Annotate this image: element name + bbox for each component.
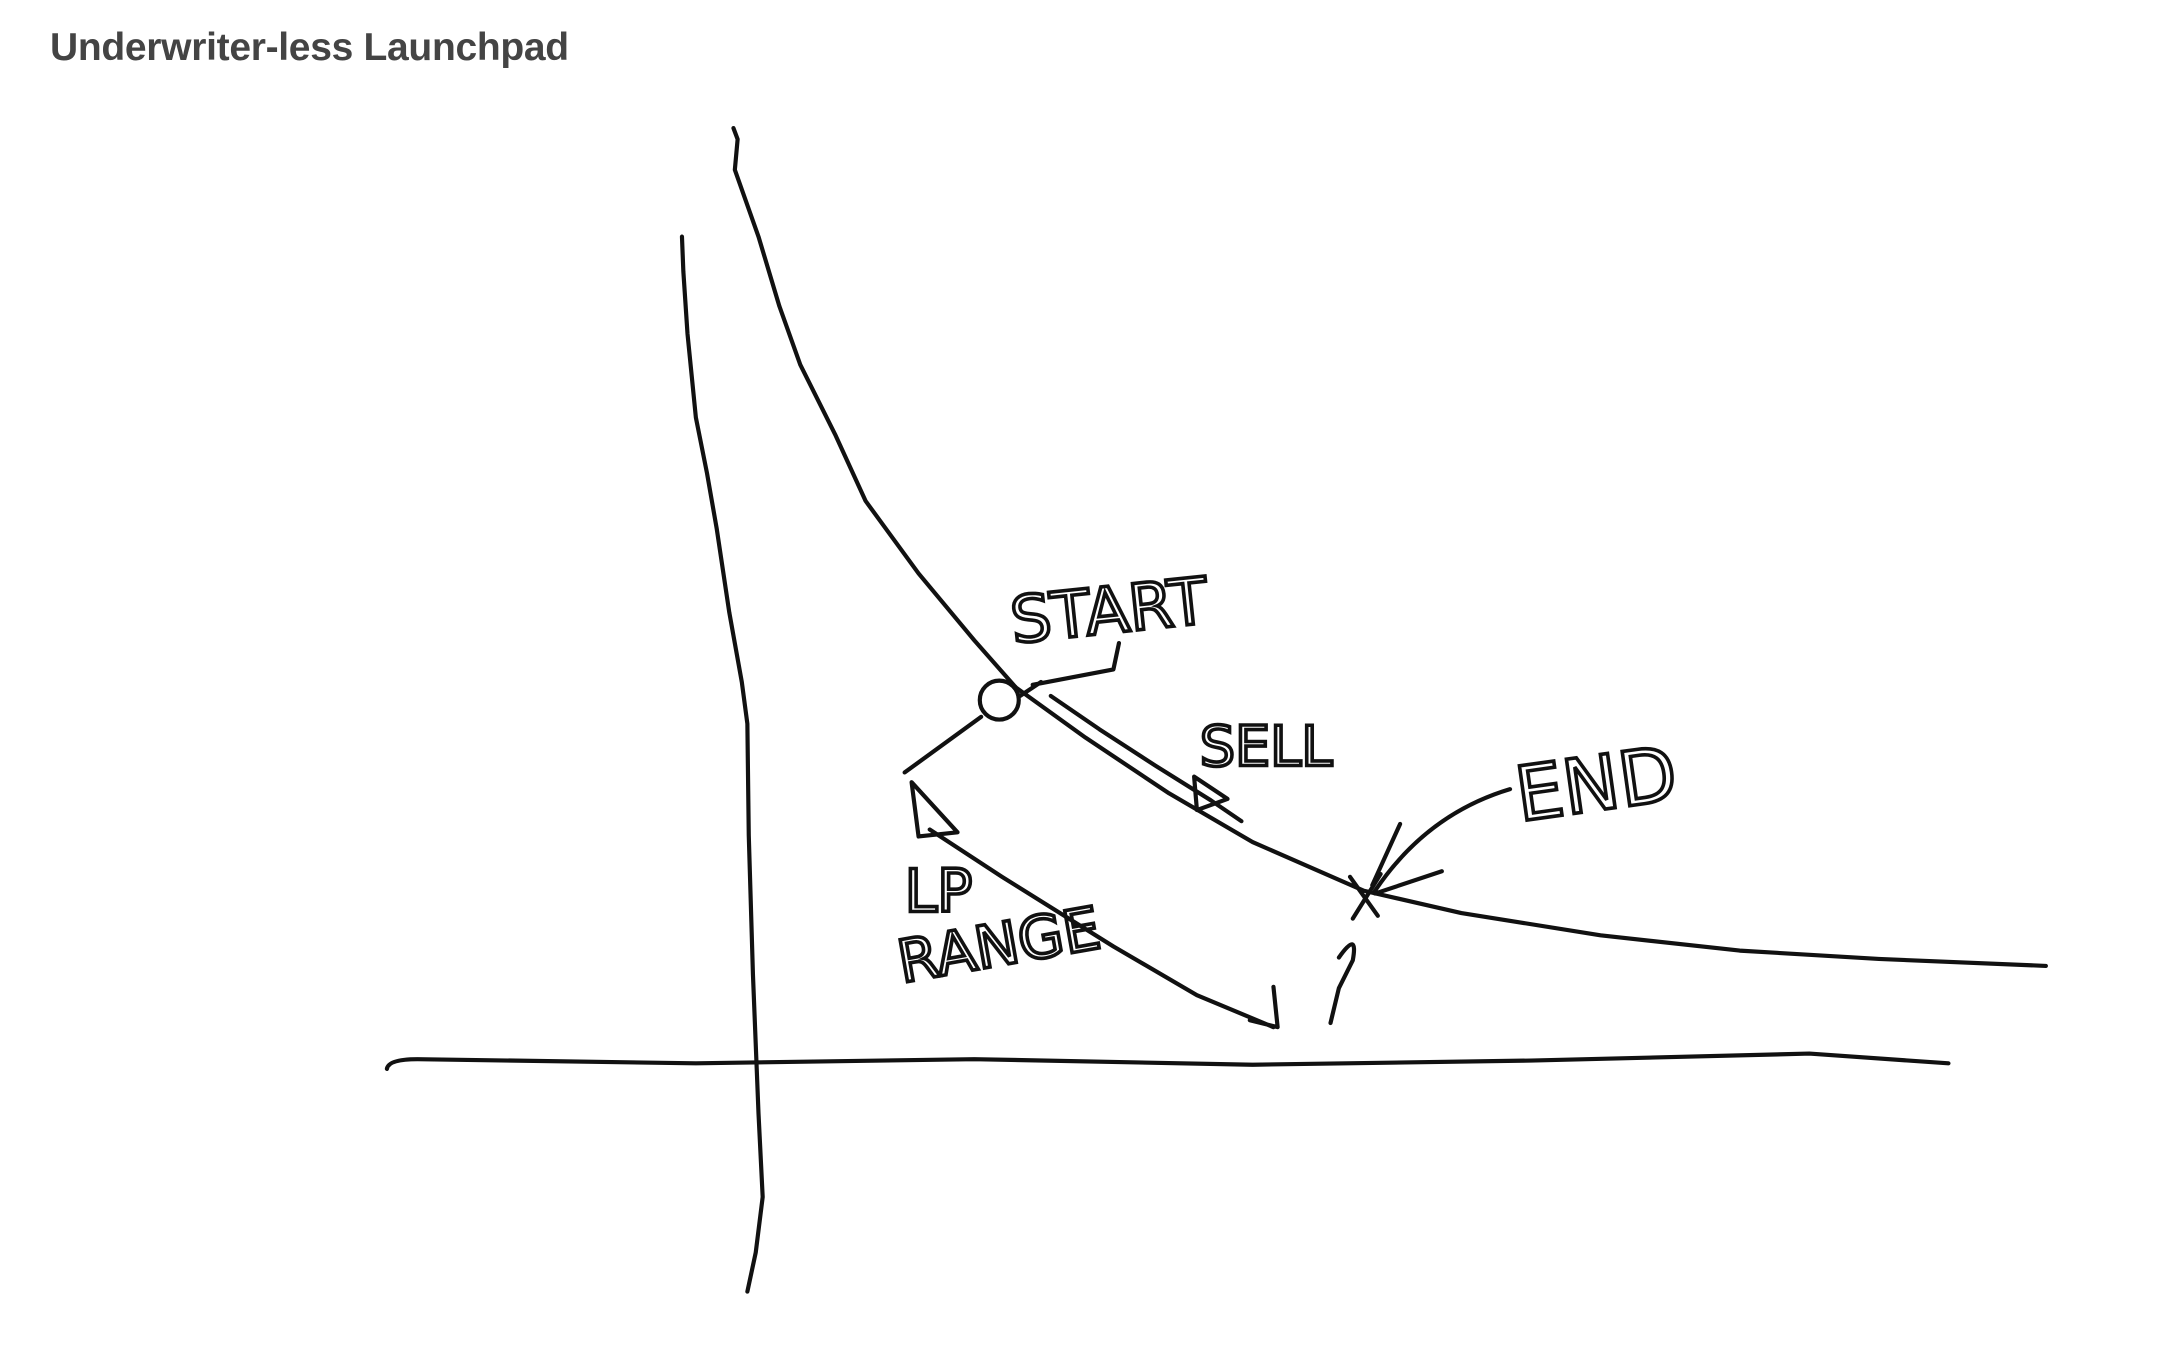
sell-arrow: [1048, 693, 1244, 824]
lp-label: LP: [905, 858, 973, 926]
range-end-tick: [1328, 942, 1357, 1026]
start-label: START: [1007, 565, 1212, 659]
start-arrow: [1018, 640, 1122, 699]
delta-symbol: [909, 780, 960, 839]
end-arrow: [1370, 787, 1513, 896]
end-label: END: [1510, 729, 1682, 839]
note-title: Underwriter-less Launchpad: [50, 26, 569, 69]
bonding-curve: [731, 125, 2048, 969]
start-point: [977, 678, 1021, 722]
range-arrow: [927, 827, 1280, 1030]
y-axis: [679, 234, 765, 1294]
sell-label: SELL: [1200, 715, 1333, 780]
x-axis: [384, 1051, 1951, 1071]
range-start-line: [902, 714, 984, 775]
